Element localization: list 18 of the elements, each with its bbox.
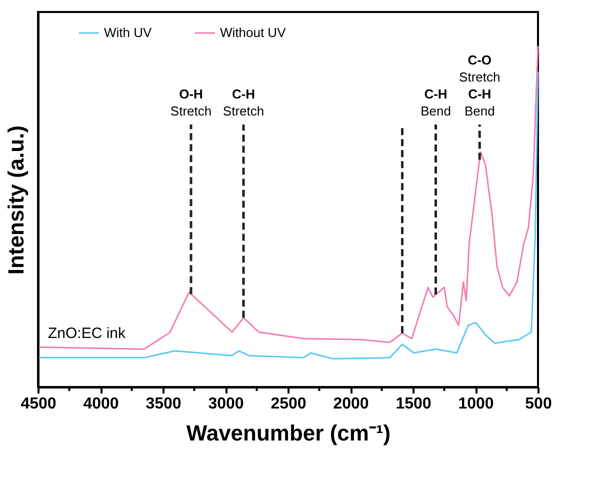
legend-label: Without UV [220, 25, 286, 40]
x-tick-label: 4000 [83, 396, 119, 412]
x-tick-label: 1500 [396, 396, 432, 412]
y-axis-title: Intensity (a.u.) [4, 125, 28, 275]
ref-line-label: C-H Bend [420, 86, 451, 118]
x-tick-label: 3500 [146, 396, 182, 412]
legend-label: With UV [104, 25, 152, 40]
ref-line-label: O-H Stretch [170, 86, 212, 118]
ref-line-label: C-H Stretch [222, 86, 264, 118]
x-tick-label: 1000 [458, 396, 494, 412]
x-axis-title: Wavenumber (cm⁻¹) [186, 420, 391, 446]
x-tick-label: 2000 [333, 396, 369, 412]
x-tick-label: 2500 [270, 396, 306, 412]
x-tick-label: 500 [525, 396, 552, 412]
x-tick-label: 3000 [208, 396, 244, 412]
x-tick-label: 4500 [20, 396, 56, 412]
annotation: ZnO:EC ink [48, 325, 126, 342]
ref-line-label: C-O Stretch C-H Bend [459, 52, 500, 118]
